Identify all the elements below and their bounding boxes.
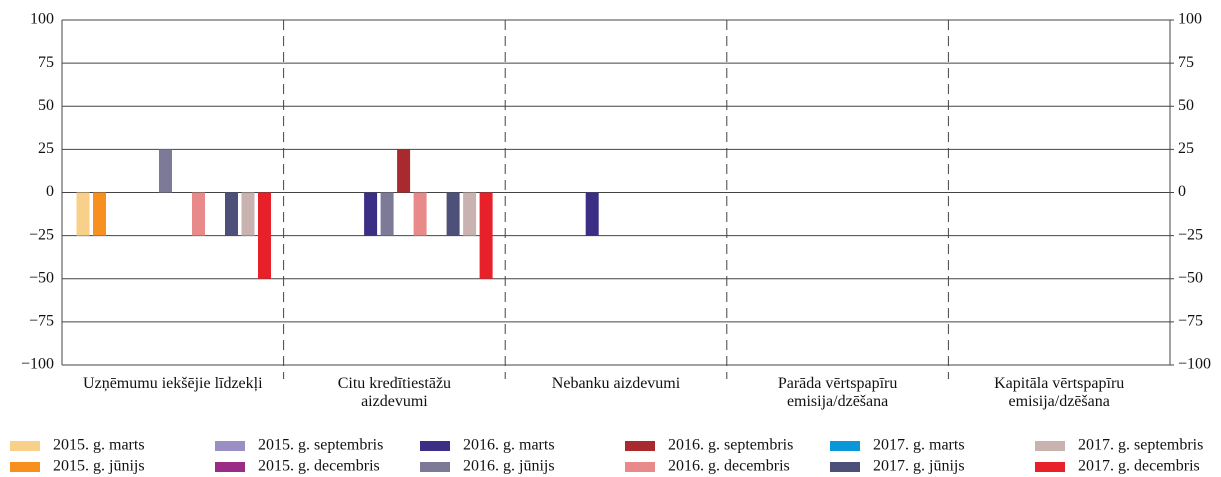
bar: [380, 192, 394, 236]
bar: [225, 192, 238, 236]
bar: [258, 192, 271, 279]
legend-swatch: [1035, 462, 1065, 472]
legend-swatch: [830, 441, 860, 451]
bar: [585, 192, 599, 236]
legend-swatch: [10, 441, 40, 451]
x-tick-label: Citu kredītiestāžu aizdevumi: [337, 375, 452, 410]
y2-tick-label: 100: [1178, 11, 1202, 28]
legend-swatch: [625, 462, 655, 472]
legend-label: 2015. g. septembris: [258, 437, 383, 454]
legend-label: 2016. g. septembris: [668, 437, 793, 454]
legend-label: 2017. g. jūnijs: [873, 458, 965, 475]
legend-swatch: [215, 462, 245, 472]
x-tick-label: Parāda vērtspapīru emisija/dzēšana: [777, 375, 898, 410]
y-tick-label: 50: [38, 97, 54, 114]
x-tick-label: Uzņēmumu iekšējie līdzekļi: [83, 375, 263, 392]
bar: [241, 192, 255, 236]
x-tick-label: Nebanku aizdevumi: [551, 375, 681, 392]
bar: [463, 192, 477, 236]
legend-swatch: [1035, 441, 1065, 451]
bar: [76, 192, 90, 236]
bar: [397, 149, 411, 193]
bar: [93, 192, 106, 236]
legend-label: 2017. g. marts: [873, 437, 965, 454]
y2-tick-label: −75: [1178, 313, 1203, 330]
legend-label: 2015. g. decembris: [258, 458, 380, 475]
bar: [479, 192, 493, 279]
bar: [192, 192, 205, 236]
bar: [364, 192, 378, 236]
y2-tick-label: 25: [1178, 140, 1194, 157]
legend-label: 2016. g. decembris: [668, 458, 790, 475]
bar: [413, 192, 427, 236]
y2-tick-label: −50: [1178, 269, 1203, 286]
y2-tick-label: −100: [1178, 356, 1211, 373]
y-tick-label: 25: [38, 140, 54, 157]
legend-swatch: [420, 462, 450, 472]
y2-tick-label: 75: [1178, 54, 1194, 71]
legend-label: 2016. g. jūnijs: [463, 458, 555, 475]
legend-swatch: [10, 462, 40, 472]
legend-swatch: [625, 441, 655, 451]
y-tick-label: −75: [29, 313, 54, 330]
bar: [159, 149, 172, 193]
y2-tick-label: 0: [1178, 183, 1186, 200]
legend-label: 2016. g. marts: [463, 437, 555, 454]
legend-swatch: [830, 462, 860, 472]
legend-label: 2015. g. jūnijs: [53, 458, 145, 475]
legend-swatch: [420, 441, 450, 451]
legend-label: 2015. g. marts: [53, 437, 145, 454]
legend-label: 2017. g. decembris: [1078, 458, 1200, 475]
y-tick-label: 0: [46, 183, 54, 200]
x-tick-label: Kapitāla vērtspapīru emisija/dzēšana: [994, 375, 1125, 410]
y-tick-label: −25: [29, 226, 54, 243]
legend-swatch: [215, 441, 245, 451]
y2-tick-label: 50: [1178, 97, 1194, 114]
bar: [446, 192, 460, 236]
legend-label: 2017. g. septembris: [1078, 437, 1203, 454]
y-tick-label: −100: [21, 356, 54, 373]
y2-tick-label: −25: [1178, 226, 1203, 243]
y-tick-label: 100: [30, 11, 54, 28]
y-tick-label: −50: [29, 269, 54, 286]
y-tick-label: 75: [38, 54, 54, 71]
